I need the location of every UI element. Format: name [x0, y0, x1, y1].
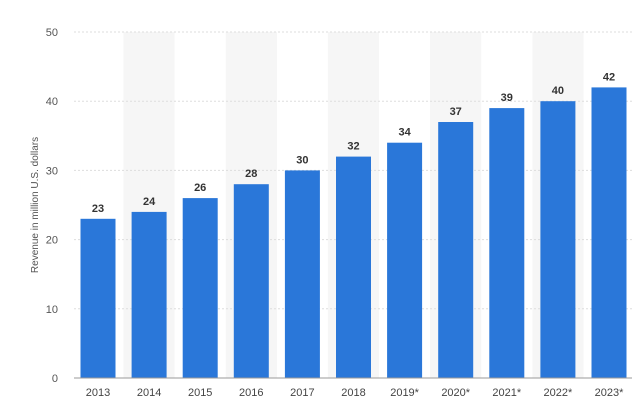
x-tick-label-2020*: 2020* [441, 387, 470, 399]
y-tick-label: 50 [46, 27, 58, 39]
x-tick-label-2019*: 2019* [390, 387, 419, 399]
x-axis-ticks: 2013 2014 2015 2016 2017 2018 2019* 2020* 2021* 2… [86, 387, 624, 399]
bar-2022* [540, 101, 576, 378]
data-label-2015: 26 [194, 182, 206, 194]
y-tick-label: 30 [46, 165, 58, 177]
bar-2021* [489, 108, 525, 378]
bar-2016 [233, 184, 269, 378]
bars [80, 87, 627, 379]
data-label-2016: 28 [245, 168, 257, 180]
y-axis-ticks: 0 10 20 30 40 50 [46, 27, 58, 385]
data-label-2023*: 42 [603, 71, 615, 83]
x-tick-label-2016: 2016 [239, 387, 263, 399]
y-tick-label: 0 [52, 373, 58, 385]
gridlines [74, 31, 632, 310]
data-label-2014: 24 [143, 196, 156, 208]
bar-2023* [591, 87, 627, 379]
data-label-2017: 30 [296, 154, 308, 166]
x-tick-label-2022*: 2022* [544, 387, 573, 399]
y-tick-label: 20 [46, 235, 58, 247]
data-label-2019*: 34 [398, 127, 411, 139]
y-tick-label: 10 [46, 304, 58, 316]
data-label-2020*: 37 [450, 106, 462, 118]
x-tick-label-2018: 2018 [341, 387, 365, 399]
y-axis-title: Revenue in million U.S. dollars [30, 137, 41, 273]
bar-2019* [387, 142, 423, 378]
data-labels: 23 24 26 28 30 32 34 37 39 40 42 [92, 71, 615, 214]
x-tick-label-2014: 2014 [137, 387, 161, 399]
x-tick-label-2017: 2017 [290, 387, 314, 399]
bar-2013 [80, 218, 116, 378]
data-label-2021*: 39 [501, 92, 513, 104]
x-tick-label-2013: 2013 [86, 387, 110, 399]
bar-2017 [284, 170, 320, 378]
x-tick-label-2021*: 2021* [492, 387, 521, 399]
data-label-2013: 23 [92, 203, 104, 215]
y-tick-label: 40 [46, 96, 58, 108]
bar-2018 [336, 156, 371, 378]
data-label-2018: 32 [347, 141, 359, 153]
bar-2015 [182, 198, 218, 378]
data-label-2022*: 40 [552, 85, 564, 97]
x-tick-label-2023*: 2023* [595, 387, 624, 399]
x-tick-label-2015: 2015 [188, 387, 212, 399]
bar-2020* [438, 122, 474, 378]
bar-2014 [131, 211, 167, 378]
